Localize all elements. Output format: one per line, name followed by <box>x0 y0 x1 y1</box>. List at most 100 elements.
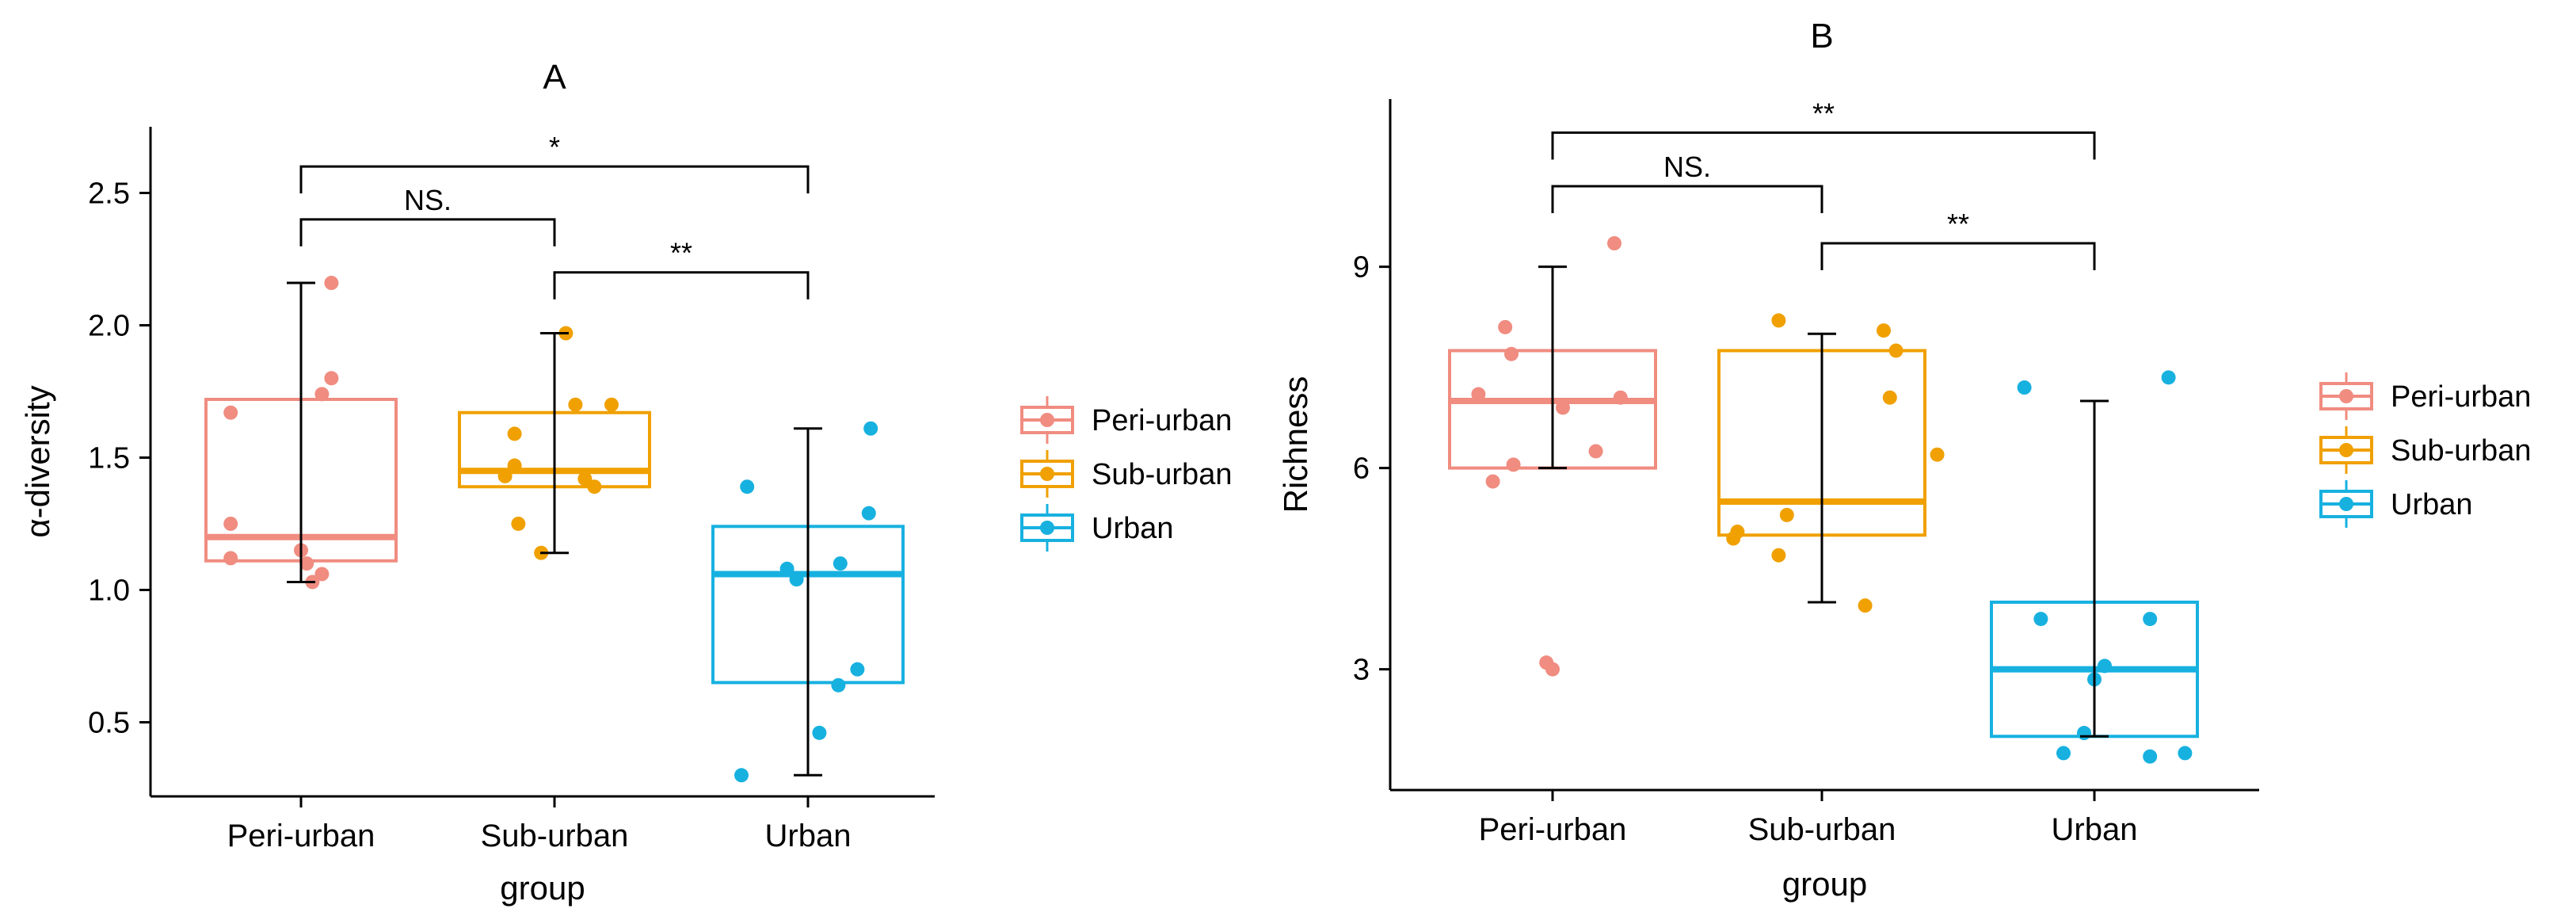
data-point <box>1771 548 1786 563</box>
legend-key-point <box>1040 521 1054 535</box>
data-point <box>1545 662 1560 677</box>
data-point <box>2033 612 2048 627</box>
data-point <box>1506 457 1521 472</box>
data-point <box>2017 380 2032 395</box>
data-point <box>1779 507 1794 522</box>
x-tick-label: Urban <box>2052 812 2138 847</box>
data-point <box>497 468 513 483</box>
data-point <box>2178 746 2193 761</box>
x-tick-label: Peri-urban <box>1479 812 1627 847</box>
data-point <box>587 479 602 494</box>
y-axis-label: α-diversity <box>19 385 56 537</box>
data-point <box>604 397 619 412</box>
data-point <box>1607 236 1621 251</box>
data-point <box>507 458 522 473</box>
data-point <box>1888 343 1903 358</box>
data-point <box>812 725 827 740</box>
significance-bracket <box>299 218 556 246</box>
data-point <box>223 516 238 531</box>
significance-bracket <box>1551 185 1823 214</box>
legend-label: Urban <box>1092 512 1174 545</box>
data-point <box>734 768 749 783</box>
significance-bracket <box>1820 242 2096 271</box>
data-point <box>223 551 238 566</box>
significance-bracket <box>1551 131 2096 160</box>
y-tick-label: 3 <box>1353 654 1370 687</box>
x-tick-label: Urban <box>765 819 852 853</box>
chart-title: B <box>1810 17 1833 55</box>
data-point <box>568 397 583 412</box>
data-point <box>1726 531 1741 546</box>
data-point <box>1471 387 1486 402</box>
data-point <box>2077 726 2091 741</box>
legend-label: Urban <box>2391 488 2473 521</box>
data-point <box>2161 370 2176 385</box>
y-tick-label: 2.0 <box>88 309 130 342</box>
data-point <box>314 387 330 402</box>
data-point <box>831 678 846 693</box>
data-point <box>833 556 848 571</box>
data-point <box>1882 390 1897 405</box>
data-point <box>1556 400 1570 415</box>
x-axis-label: group <box>500 869 585 907</box>
data-point <box>2098 659 2112 674</box>
significance-label: ** <box>1947 208 1969 240</box>
x-tick-label: Sub-urban <box>1748 812 1896 847</box>
y-tick-label: 2.5 <box>88 177 130 210</box>
legend-label: Peri-urban <box>2391 380 2531 414</box>
legend-key-point <box>2339 389 2353 403</box>
data-point <box>2143 749 2158 764</box>
significance-bracket <box>299 165 810 194</box>
data-point <box>2056 746 2071 761</box>
data-point <box>314 567 330 582</box>
significance-label: ** <box>670 237 692 269</box>
data-point <box>740 479 755 494</box>
significance-label: ** <box>1812 97 1835 129</box>
y-tick-label: 1.5 <box>88 441 130 475</box>
data-point <box>577 471 593 487</box>
y-tick-label: 6 <box>1353 452 1370 486</box>
legend-key-point <box>1040 467 1054 481</box>
data-point <box>1588 444 1603 459</box>
data-point <box>511 516 526 531</box>
panel-a: A 0.5 1.0 1.5 2.0 2.5 Peri-urban Sub-urban Urban… <box>19 58 1232 907</box>
panel-b: B 3 6 9 Peri-urban Sub-urban Urban group Richnes… <box>1277 17 2531 903</box>
data-point <box>1485 474 1500 489</box>
chart-title: A <box>543 58 566 97</box>
significance-bracket <box>553 271 810 300</box>
legend-key-point <box>2339 497 2353 511</box>
legend-label: Sub-urban <box>2391 434 2531 468</box>
data-point <box>1771 313 1786 328</box>
data-point <box>863 421 878 436</box>
y-tick-label: 1.0 <box>88 574 130 607</box>
legend-label: Peri-urban <box>1092 404 1232 437</box>
data-point <box>223 405 238 420</box>
data-point <box>2143 612 2158 627</box>
significance-label: NS. <box>1663 151 1711 183</box>
y-axis-label: Richness <box>1277 376 1314 513</box>
data-point <box>507 426 522 441</box>
x-tick-label: Sub-urban <box>481 819 629 853</box>
data-point <box>1930 447 1945 462</box>
significance-label: * <box>549 131 560 163</box>
x-axis-label: group <box>1782 865 1867 903</box>
data-point <box>1613 390 1628 405</box>
data-point <box>1877 323 1891 338</box>
data-point <box>779 561 795 576</box>
x-tick-label: Peri-urban <box>227 819 375 853</box>
data-point <box>850 662 865 677</box>
significance-label: NS. <box>404 184 452 216</box>
data-point <box>324 276 339 291</box>
legend-key-point <box>1040 413 1054 427</box>
y-tick-label: 9 <box>1353 251 1370 284</box>
y-tick-label: 0.5 <box>88 706 130 739</box>
data-point <box>324 371 339 386</box>
data-point <box>1858 598 1873 613</box>
data-point <box>1504 346 1519 361</box>
data-point <box>789 572 804 587</box>
legend-key-point <box>2339 443 2353 457</box>
data-point <box>861 506 876 521</box>
data-point <box>299 556 314 571</box>
data-point <box>1498 319 1513 334</box>
